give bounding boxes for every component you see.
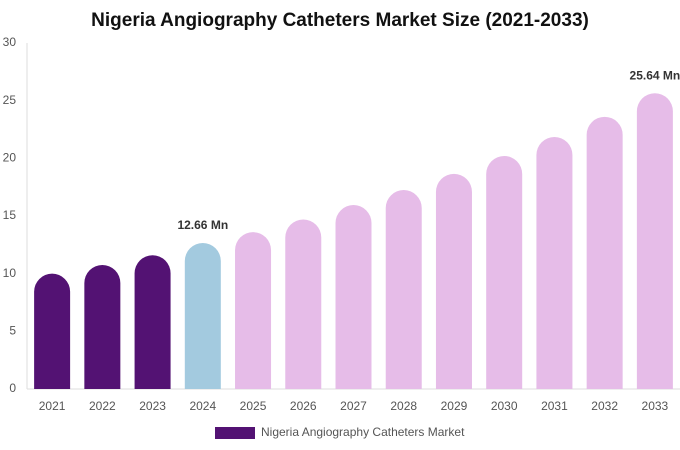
x-tick-label: 2033 <box>642 399 669 413</box>
bar <box>285 219 322 389</box>
y-tick-label: 20 <box>3 151 17 165</box>
bar <box>636 93 673 389</box>
x-tick-label: 2031 <box>541 399 568 413</box>
x-tick-label: 2025 <box>240 399 267 413</box>
bar <box>34 273 71 389</box>
y-tick-label: 25 <box>3 93 17 107</box>
x-tick-label: 2021 <box>39 399 66 413</box>
bar <box>134 255 171 389</box>
bar <box>235 232 272 389</box>
y-tick-label: 5 <box>9 324 16 338</box>
y-tick-label: 10 <box>3 266 17 280</box>
x-tick-label: 2028 <box>390 399 417 413</box>
chart-title: Nigeria Angiography Catheters Market Siz… <box>91 10 589 31</box>
x-tick-label: 2024 <box>189 399 216 413</box>
x-tick-label: 2029 <box>441 399 468 413</box>
bar <box>536 136 573 389</box>
bar <box>586 116 623 389</box>
y-tick-label: 15 <box>3 208 17 222</box>
legend-label: Nigeria Angiography Catheters Market <box>261 425 465 439</box>
data-label: 25.64 Mn <box>630 68 680 82</box>
x-tick-label: 2023 <box>139 399 166 413</box>
x-tick-label: 2027 <box>340 399 367 413</box>
y-tick-label: 0 <box>9 381 16 395</box>
data-label: 12.66 Mn <box>177 218 228 232</box>
legend-swatch <box>215 427 255 439</box>
x-tick-label: 2022 <box>89 399 116 413</box>
y-tick-label: 30 <box>3 35 17 49</box>
bar <box>184 242 221 389</box>
bar <box>486 156 523 389</box>
x-tick-label: 2030 <box>491 399 518 413</box>
x-tick-label: 2032 <box>591 399 618 413</box>
bar <box>435 173 472 389</box>
bar <box>385 190 422 389</box>
bar <box>335 205 372 389</box>
x-tick-label: 2026 <box>290 399 317 413</box>
bar <box>84 265 121 389</box>
